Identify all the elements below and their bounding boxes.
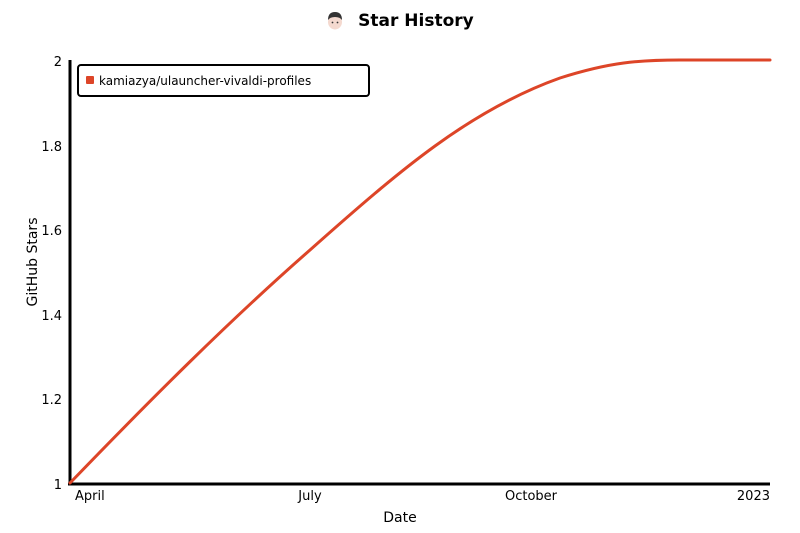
series-line xyxy=(68,58,772,485)
y-tick-label: 1.6 xyxy=(41,224,62,239)
legend-label: kamiazya/ulauncher-vivaldi-profiles xyxy=(99,74,311,88)
y-tick-label: 1 xyxy=(54,478,62,493)
legend-box xyxy=(77,64,370,97)
x-tick-label: July xyxy=(297,489,322,504)
legend-swatch xyxy=(86,76,94,84)
y-axis-label: GitHub Stars xyxy=(25,218,41,307)
x-tick-label: April xyxy=(75,489,105,504)
user-avatar-icon xyxy=(328,12,343,30)
x-axis-label: Date xyxy=(383,510,416,526)
x-axis-ticks: April July October 2023 xyxy=(75,489,770,504)
y-tick-label: 1.8 xyxy=(41,140,62,155)
y-tick-label: 2 xyxy=(54,55,62,70)
legend: kamiazya/ulauncher-vivaldi-profiles xyxy=(77,64,370,97)
chart-title: Star History xyxy=(0,10,800,31)
y-axis-ticks: 1 1.2 1.4 1.6 1.8 2 xyxy=(41,55,62,493)
x-tick-label: 2023 xyxy=(737,489,770,504)
chart-title-text: Star History xyxy=(358,11,474,31)
x-tick-label: October xyxy=(505,489,558,504)
y-tick-label: 1.2 xyxy=(41,393,62,408)
y-tick-label: 1.4 xyxy=(41,309,62,324)
